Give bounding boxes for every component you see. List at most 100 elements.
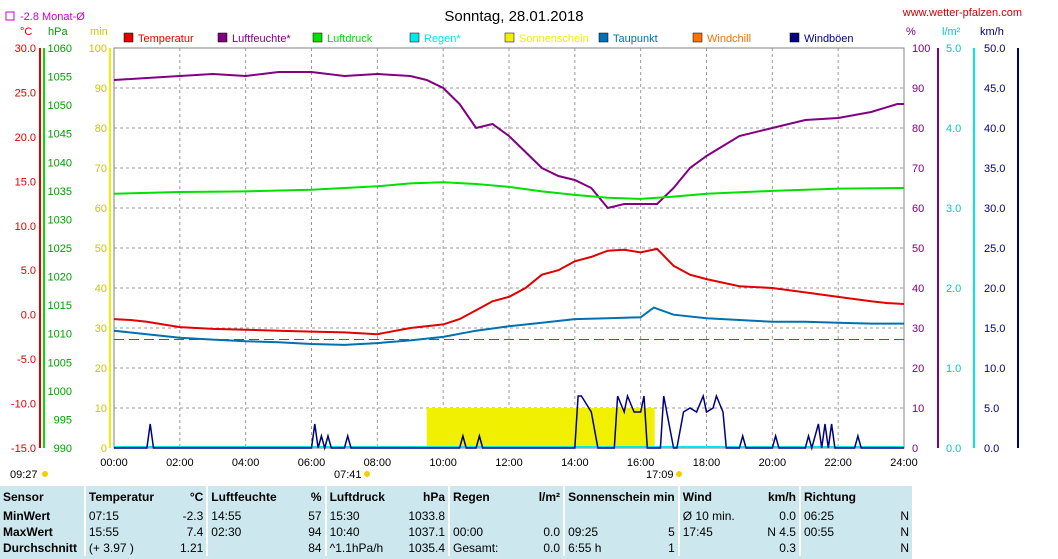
tick-label-pressure: 1055: [48, 72, 72, 84]
sunshine-bar: [648, 408, 652, 448]
sunshine-bar: [544, 408, 548, 448]
tick-label-pressure: 1025: [48, 243, 72, 255]
sunrise-icon: [364, 471, 370, 477]
sunshine-bar: [478, 408, 482, 448]
tick-label-pressure: 1050: [48, 100, 72, 112]
tick-label-wind: 25.0: [984, 243, 1005, 255]
sunshine-bar: [626, 408, 630, 448]
sunshine-bar: [517, 408, 521, 448]
cell-rain-val: [527, 508, 564, 524]
tick-label-wind: 30.0: [984, 203, 1005, 215]
x-tick-label: 04:00: [232, 457, 260, 469]
sunshine-bar: [426, 408, 430, 448]
tick-label-wind: 20.0: [984, 283, 1005, 295]
legend: Temperatur Luftfeuchte* Luftdruck Regen* Son…: [123, 32, 854, 45]
tick-label-humidity: 40: [912, 283, 924, 295]
cell-press-time: 15:30: [324, 508, 405, 524]
cell-dir-val: N: [900, 509, 909, 523]
sunshine-bar: [580, 408, 584, 448]
sunshine-bar: [558, 408, 562, 448]
sunshine-bar: [547, 408, 551, 448]
cell-temp-val: 1.21: [179, 541, 204, 555]
sunset-marker: 17:09: [646, 469, 682, 481]
sunshine-bar: [539, 408, 543, 448]
sunshine-bar: [462, 408, 466, 448]
sunshine-bar: [640, 408, 644, 448]
cell-dir-time: [798, 540, 893, 556]
hdr-press-unit: hPa: [423, 490, 446, 504]
tick-label-humidity: 0: [912, 443, 918, 455]
sunshine-bar: [509, 408, 512, 448]
tick-label-temp: -10.0: [11, 399, 36, 411]
hdr-temp: Temperatur: [83, 486, 177, 508]
sunshine-bar: [621, 408, 625, 448]
cell-temp-val: -2.3: [182, 509, 204, 523]
cell-sun-time: [563, 508, 650, 524]
x-axis: 00:00 02:00 04:00 06:00 08:00 10:00 12:00 14:00…: [100, 457, 918, 469]
sunset-icon: [676, 471, 682, 477]
tick-label-wind: 35.0: [984, 163, 1005, 175]
sunshine-bar: [506, 408, 510, 448]
x-tick-label: 02:00: [166, 457, 194, 469]
cell-dir-val: N: [900, 525, 909, 539]
cell-hum-val: 84: [308, 541, 322, 555]
x-tick-label: 08:00: [364, 457, 392, 469]
tick-label-temp: 5.0: [21, 265, 36, 277]
sunshine-bar: [569, 408, 573, 448]
legend-label: Taupunkt: [613, 33, 658, 45]
sunshine-bar: [602, 408, 606, 448]
table-row: MaxWert 15:55 7.4 02:30 94 10:40 1037.1 …: [0, 524, 912, 540]
unit-temp: °C: [20, 26, 32, 38]
hdr-hum: Luftfeuchte: [206, 486, 299, 508]
tick-label-humidity: 80: [912, 123, 924, 135]
x-tick-label: 00:00: [100, 457, 128, 469]
sunshine-bar: [591, 408, 595, 448]
x-tick-label: 10:00: [429, 457, 457, 469]
cell-hum-val: 57: [308, 509, 322, 523]
axes: 30.0 25.0 20.0 15.0 10.0 5.0 0.0 -5.0 -10.0 -15.0…: [11, 43, 1019, 455]
sunshine-bar: [635, 408, 639, 448]
sunshine-bar: [437, 408, 441, 448]
series-luftdruck-line: [113, 181, 905, 200]
cell-press-val: 1037.1: [408, 525, 446, 539]
tick-label-humidity: 20: [912, 363, 924, 375]
sunshine-bar: [528, 408, 532, 448]
sunshine-bar: [495, 408, 499, 448]
unit-wind: km/h: [980, 26, 1004, 38]
x-tick-label: 24:00: [890, 457, 918, 469]
legend-swatch: [789, 32, 800, 43]
sunshine-bar: [643, 408, 647, 448]
sunshine-bar: [434, 408, 438, 448]
tick-label-minutes: 70: [95, 163, 107, 175]
tick-label-wind: 10.0: [984, 363, 1005, 375]
hdr-rain-unit: l/m²: [538, 490, 561, 504]
hdr-dir: Richtung: [798, 486, 893, 508]
sunshine-bar: [585, 408, 589, 448]
sunshine-bar: [615, 408, 619, 448]
unit-pressure: hPa: [48, 26, 68, 38]
hdr-wind: Wind: [677, 486, 764, 508]
sunshine-bar: [566, 408, 570, 448]
hdr-temp-unit: °C: [189, 490, 204, 504]
tick-label-pressure: 1005: [48, 357, 72, 369]
cell-sun-val: [650, 508, 679, 524]
tick-label-minutes: 60: [95, 203, 107, 215]
sunshine-bar: [429, 408, 433, 448]
tick-label-wind: 40.0: [984, 123, 1005, 135]
cell-sun-val: 1: [668, 541, 675, 555]
unit-minutes: min: [90, 26, 108, 38]
sunshine-bar: [536, 408, 540, 448]
tick-label-minutes: 100: [89, 43, 107, 55]
legend-swatch: [692, 32, 703, 43]
sunset-time: 17:09: [646, 469, 674, 481]
sunshine-bar: [473, 408, 477, 448]
hdr-sun: Sonnenschein min: [563, 486, 679, 508]
cell-temp-val: 7.4: [186, 525, 204, 539]
sunshine-bar: [594, 408, 598, 448]
sunshine-bar: [519, 408, 523, 448]
tick-label-temp: 0.0: [21, 310, 36, 322]
tick-label-rain: 4.0: [946, 123, 961, 135]
x-tick-label: 22:00: [824, 457, 852, 469]
tick-label-humidity: 50: [912, 243, 924, 255]
tick-label-wind: 0.0: [984, 443, 999, 455]
